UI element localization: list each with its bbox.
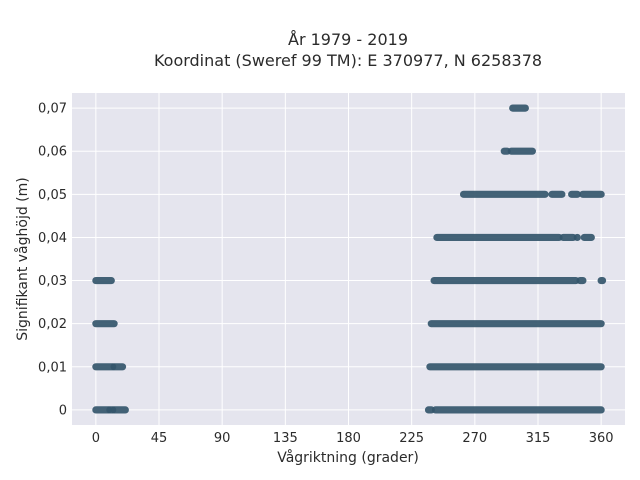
x-tick-label: 360 (589, 431, 614, 446)
y-tick-label: 0,03 (38, 274, 67, 289)
data-point-cluster (110, 406, 129, 414)
y-tick-label: 0,06 (38, 145, 67, 160)
y-tick-label: 0,07 (38, 102, 67, 117)
data-point-cluster (426, 363, 605, 371)
data-point-cluster (597, 276, 607, 285)
y-tick-label: 0,01 (38, 360, 67, 375)
x-tick-label: 90 (214, 431, 231, 446)
data-point-cluster (576, 276, 587, 285)
data-point-cluster (92, 363, 117, 371)
y-axis-label: Signifikant våghöjd (m) (14, 177, 31, 340)
x-tick-label: 180 (336, 431, 361, 446)
x-tick-label: 45 (151, 431, 168, 446)
data-point-cluster (459, 190, 549, 198)
data-point-cluster (568, 190, 581, 198)
x-tick-label: 315 (526, 431, 551, 446)
y-axis-ticks: 0 0,01 0,02 0,03 0,04 0,05 0,06 0,07 (38, 102, 67, 419)
data-point-cluster (92, 320, 118, 328)
x-axis-ticks: 0 45 90 135 180 225 270 315 360 (92, 431, 614, 446)
data-point-cluster (579, 190, 605, 198)
y-tick-label: 0,02 (38, 317, 67, 332)
chart-title: År 1979 - 2019 (288, 30, 408, 49)
data-point-cluster (559, 233, 577, 242)
y-tick-label: 0,04 (38, 231, 67, 246)
x-tick-label: 135 (273, 431, 298, 446)
data-point-cluster (580, 233, 595, 242)
data-point-cluster (433, 233, 563, 242)
x-tick-label: 225 (399, 431, 424, 446)
data-point-cluster (430, 276, 580, 285)
x-tick-label: 270 (462, 431, 487, 446)
data-point-cluster (110, 363, 127, 371)
data-point-cluster (573, 233, 581, 242)
y-tick-label: 0,05 (38, 188, 67, 203)
data-point-cluster (548, 190, 566, 198)
data-point-cluster (507, 147, 536, 155)
x-tick-label: 0 (92, 431, 100, 446)
data-point-cluster (431, 406, 605, 414)
chart-subtitle: Koordinat (Sweref 99 TM): E 370977, N 62… (154, 51, 542, 70)
y-tick-label: 0 (59, 403, 67, 418)
data-points (92, 104, 607, 414)
data-point-cluster (92, 276, 115, 285)
data-point-cluster (509, 104, 529, 112)
x-axis-label: Vågriktning (grader) (277, 449, 419, 466)
data-point-cluster (427, 320, 605, 328)
